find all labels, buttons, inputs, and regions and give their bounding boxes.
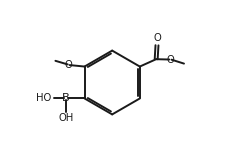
- Text: O: O: [167, 54, 174, 65]
- Text: HO: HO: [36, 93, 51, 103]
- Text: B: B: [62, 93, 70, 103]
- Text: O: O: [153, 33, 161, 43]
- Text: O: O: [65, 60, 72, 70]
- Text: OH: OH: [58, 113, 73, 123]
